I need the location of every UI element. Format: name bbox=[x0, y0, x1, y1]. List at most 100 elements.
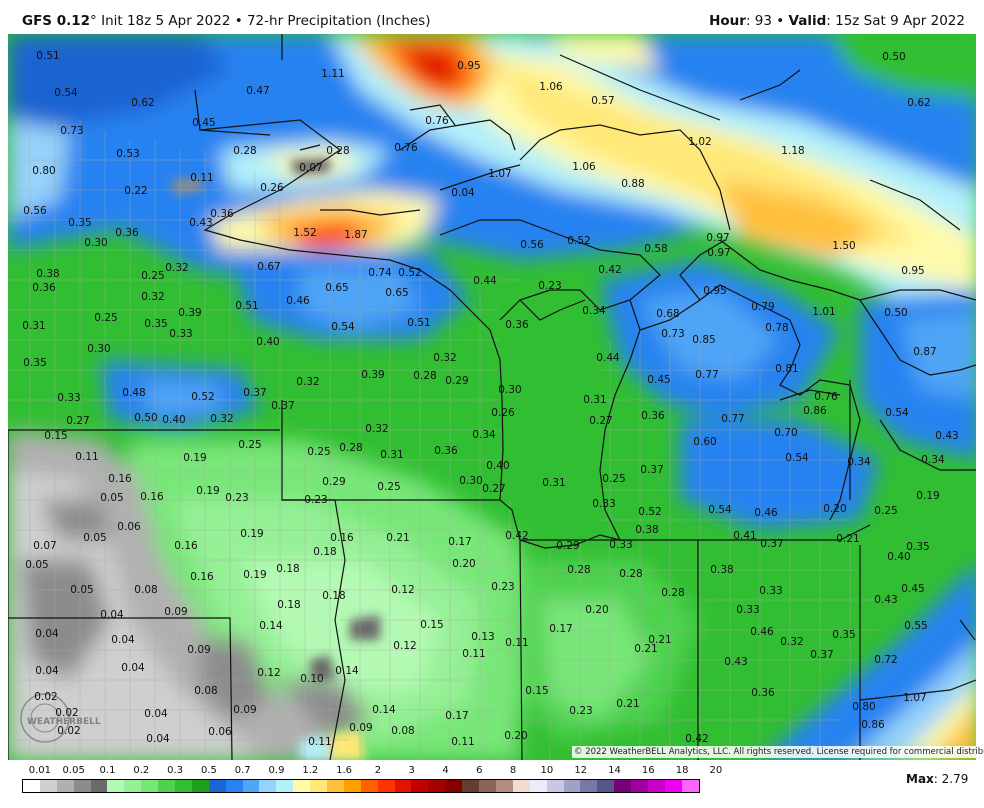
legend-label: 0.2 bbox=[133, 765, 150, 776]
precip-value-label: 0.38 bbox=[710, 564, 733, 576]
header-valid-info: Hour: 93 • Valid: 15z Sat 9 Apr 2022 bbox=[709, 13, 965, 29]
precip-value-label: 0.18 bbox=[276, 563, 299, 575]
legend-swatch bbox=[631, 780, 648, 792]
precip-value-label: 0.95 bbox=[703, 285, 726, 297]
legend-label: 16 bbox=[641, 765, 655, 776]
precip-value-label: 0.28 bbox=[326, 145, 349, 157]
precip-value-label: 0.36 bbox=[210, 208, 234, 220]
precip-value-label: 0.29 bbox=[445, 375, 468, 387]
precip-value-label: 0.35 bbox=[906, 541, 929, 553]
precip-value-label: 0.53 bbox=[116, 148, 139, 160]
precip-value-label: 0.21 bbox=[836, 533, 859, 545]
precip-value-label: 0.72 bbox=[874, 654, 897, 666]
legend-swatch bbox=[597, 780, 615, 792]
precip-value-label: 0.65 bbox=[385, 287, 408, 299]
precip-value-label: 0.08 bbox=[134, 584, 157, 596]
precip-value-label: 0.76 bbox=[425, 115, 449, 127]
precip-value-label: 0.54 bbox=[708, 504, 732, 516]
precip-value-label: 0.42 bbox=[598, 264, 621, 276]
legend-label: 0.01 bbox=[28, 765, 52, 776]
precip-value-label: 1.87 bbox=[344, 229, 367, 241]
precip-value-label: 0.28 bbox=[339, 442, 362, 454]
precip-value-label: 0.35 bbox=[68, 217, 91, 229]
precip-value-label: 0.18 bbox=[322, 590, 345, 602]
legend-swatch bbox=[479, 780, 496, 792]
legend-label: 0.3 bbox=[167, 765, 184, 776]
precip-value-label: 0.32 bbox=[165, 262, 188, 274]
legend-swatch bbox=[242, 780, 260, 792]
weatherbell-logo: WEATHERBELL bbox=[20, 693, 101, 743]
legend-swatch bbox=[664, 780, 682, 792]
precip-value-label: 0.36 bbox=[641, 410, 665, 422]
legend-swatch bbox=[529, 780, 547, 792]
precip-value-label: 1.50 bbox=[832, 240, 855, 252]
precip-value-label: 0.29 bbox=[556, 540, 579, 552]
precip-value-label: 0.32 bbox=[210, 413, 233, 425]
model-name: GFS 0.12 bbox=[22, 13, 91, 29]
precip-value-label: 0.36 bbox=[505, 319, 529, 331]
precip-value-label: 0.31 bbox=[380, 449, 403, 461]
precip-value-label: 0.70 bbox=[774, 427, 797, 439]
precip-value-label: 0.04 bbox=[35, 665, 59, 677]
precip-value-label: 0.51 bbox=[235, 300, 258, 312]
legend-label: 0.1 bbox=[99, 765, 116, 776]
init-time: Init 18z 5 Apr 2022 bbox=[101, 13, 231, 29]
precip-value-label: 0.07 bbox=[33, 540, 56, 552]
precip-value-label: 1.07 bbox=[488, 168, 511, 180]
legend-swatch bbox=[343, 780, 361, 792]
legend-swatch bbox=[428, 780, 446, 792]
legend-label: 0.9 bbox=[268, 765, 285, 776]
precipitation-map: WEATHERBELL 0.51 0.54 0.73 0.53 0.80 0.56 0.22… bbox=[8, 34, 976, 760]
precip-value-label: 0.28 bbox=[413, 370, 436, 382]
legend-swatch bbox=[23, 780, 40, 792]
legend-label: 1.6 bbox=[336, 765, 353, 776]
precip-value-label: 0.36 bbox=[32, 282, 56, 294]
precip-value-label: 0.02 bbox=[57, 725, 80, 737]
precip-value-label: 0.46 bbox=[286, 295, 310, 307]
precip-value-label: 0.21 bbox=[634, 643, 657, 655]
precip-value-label: 0.36 bbox=[434, 445, 458, 457]
legend-swatch bbox=[614, 780, 632, 792]
precip-value-label: 0.33 bbox=[169, 328, 192, 340]
precip-value-label: 0.62 bbox=[131, 97, 154, 109]
precip-value-label: 0.52 bbox=[398, 267, 421, 279]
precip-value-label: 0.39 bbox=[361, 369, 384, 381]
legend-swatch bbox=[158, 780, 176, 792]
precip-value-label: 0.50 bbox=[882, 51, 905, 63]
precip-value-label: 0.12 bbox=[393, 640, 416, 652]
precip-value-label: 1.02 bbox=[688, 136, 711, 148]
legend-label: 0.7 bbox=[234, 765, 251, 776]
precip-value-label: 0.80 bbox=[32, 165, 55, 177]
precip-value-label: 0.09 bbox=[187, 644, 210, 656]
precip-value-label: 0.86 bbox=[861, 719, 885, 731]
precip-value-label: 0.40 bbox=[887, 551, 910, 563]
precip-value-label: 0.04 bbox=[451, 187, 475, 199]
precip-value-label: 0.04 bbox=[121, 662, 145, 674]
precip-value-label: 0.67 bbox=[257, 261, 280, 273]
precip-value-label: 0.34 bbox=[472, 429, 496, 441]
precip-value-label: 0.33 bbox=[609, 539, 632, 551]
precip-value-label: 0.36 bbox=[751, 687, 775, 699]
precip-value-label: 0.52 bbox=[567, 235, 590, 247]
precip-value-label: 0.21 bbox=[386, 532, 409, 544]
precip-value-label: 0.14 bbox=[372, 704, 396, 716]
precip-value-label: 0.35 bbox=[144, 318, 167, 330]
precip-value-label: 1.11 bbox=[321, 68, 344, 80]
precip-value-label: 0.78 bbox=[765, 322, 788, 334]
precip-value-label: 0.35 bbox=[832, 629, 855, 641]
precip-value-label: 0.95 bbox=[457, 60, 480, 72]
precip-value-label: 0.50 bbox=[884, 307, 907, 319]
precip-value-label: 1.06 bbox=[572, 161, 596, 173]
precip-value-label: 0.07 bbox=[299, 162, 322, 174]
precip-value-label: 0.26 bbox=[260, 182, 284, 194]
precip-value-label: 0.76 bbox=[814, 391, 838, 403]
legend-swatch bbox=[563, 780, 581, 792]
legend-labels: 0.01 0.05 0.1 0.2 0.3 0.5 0.7 0.9 1.2 1.6 2 3 4 6 8 10 1… bbox=[22, 765, 723, 777]
precip-value-label: 0.33 bbox=[592, 498, 615, 510]
precip-value-label: 0.88 bbox=[621, 178, 644, 190]
precip-value-label: 0.20 bbox=[823, 503, 846, 515]
legend-swatch bbox=[462, 780, 480, 792]
legend-swatch bbox=[647, 780, 665, 792]
precip-value-label: 0.23 bbox=[569, 705, 592, 717]
precip-value-labels: 0.51 0.54 0.73 0.53 0.80 0.56 0.22 0.35 0.30 0.36… bbox=[22, 50, 958, 748]
